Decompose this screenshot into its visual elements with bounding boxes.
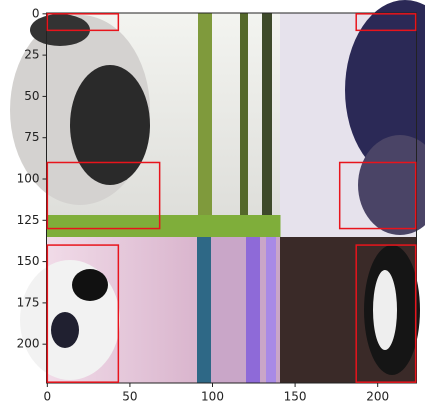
y-tick-label: 150 — [17, 254, 40, 268]
y-tick-label: 175 — [17, 295, 40, 309]
x-tick-label: 0 — [44, 390, 52, 404]
x-tick-label: 150 — [284, 390, 307, 404]
y-tick-label: 100 — [17, 172, 40, 186]
x-tick-label: 200 — [366, 390, 389, 404]
bounding-box — [355, 244, 417, 383]
bounding-box — [46, 13, 120, 32]
axes-frame — [46, 12, 417, 384]
bounding-box — [46, 161, 161, 230]
y-tick-label: 50 — [24, 89, 39, 103]
x-tick-label: 100 — [201, 390, 224, 404]
y-tick-label: 200 — [17, 337, 40, 351]
y-tick-label: 25 — [24, 48, 39, 62]
bounding-box — [46, 244, 120, 383]
x-tick-label: 50 — [122, 390, 137, 404]
y-tick-label: 75 — [24, 130, 39, 144]
y-tick-label: 125 — [17, 213, 40, 227]
y-tick-label: 0 — [32, 6, 40, 20]
image — [10, 0, 425, 383]
bounding-box — [355, 13, 417, 32]
bounding-box — [338, 161, 417, 230]
